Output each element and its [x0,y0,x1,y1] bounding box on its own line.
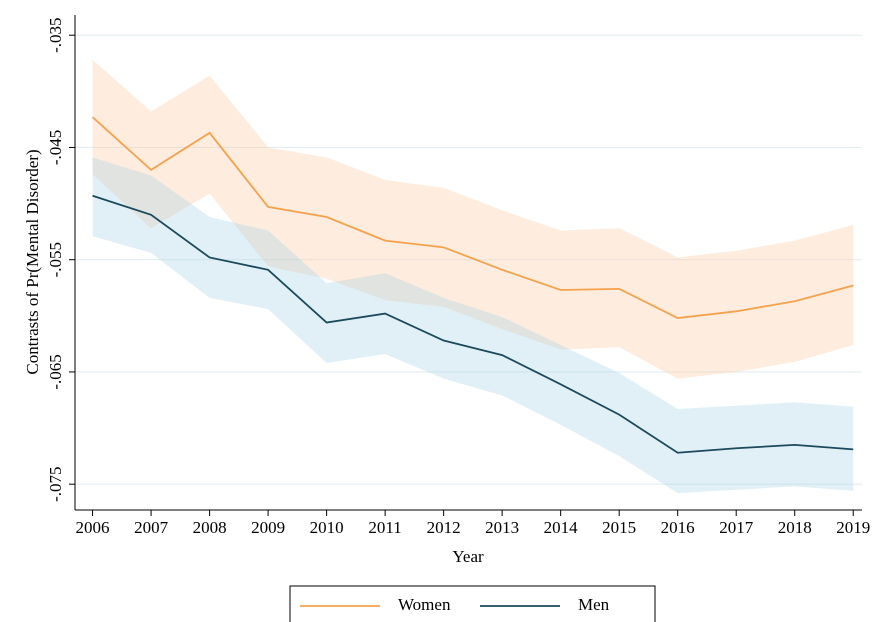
legend-label: Men [578,595,610,614]
y-tick-label: -.045 [46,130,65,165]
x-tick-label: 2011 [368,518,401,537]
x-tick-label: 2008 [193,518,227,537]
y-axis-title: Contrasts of Pr(Mental Disorder) [23,149,42,374]
series-line [91,116,854,319]
confidence-band [92,157,854,494]
legend-box [289,585,656,622]
x-tick-label: 2019 [836,518,870,537]
x-tick-label: 2006 [76,518,110,537]
x-axis-title: Year [452,547,484,566]
legend-label: Women [398,595,451,614]
x-tick-label: 2016 [661,518,695,537]
y-tick-label: -.035 [46,17,65,52]
y-tick-label: -.075 [46,466,65,501]
x-tick-label: 2018 [778,518,812,537]
x-tick-label: 2007 [134,518,169,537]
x-tick-label: 2015 [602,518,636,537]
y-tick-label: -.065 [46,354,65,389]
x-tick-label: 2009 [251,518,285,537]
x-tick-label: 2014 [544,518,579,537]
x-tick-label: 2012 [427,518,461,537]
confidence-band [92,59,854,379]
x-tick-label: 2010 [310,518,344,537]
y-tick-label: -.055 [46,242,65,277]
x-tick-label: 2013 [485,518,519,537]
x-tick-label: 2017 [719,518,754,537]
series-line [92,194,854,454]
